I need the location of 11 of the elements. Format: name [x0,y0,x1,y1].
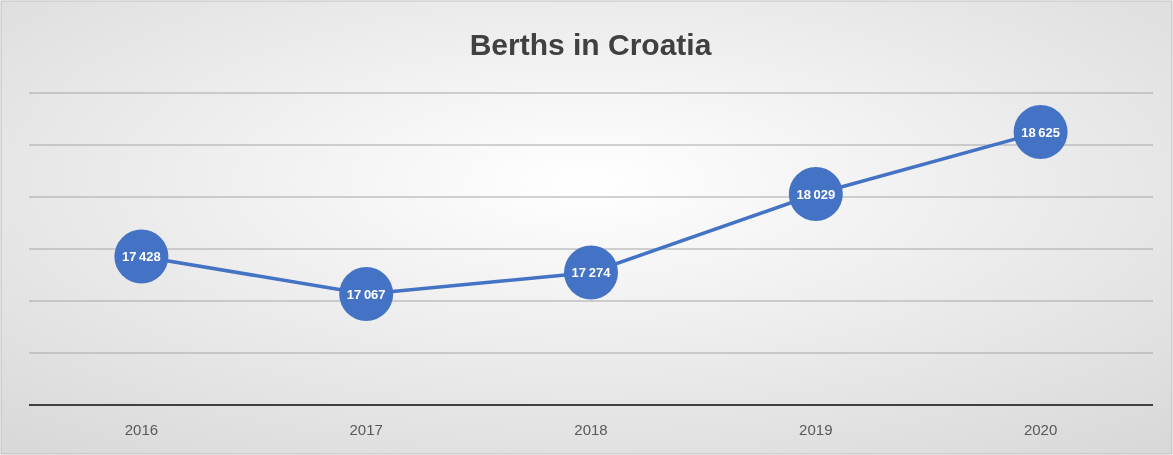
data-label: 18 625 [1021,124,1060,140]
chart-title: Berths in Croatia [469,28,712,61]
x-tick-label: 2018 [574,421,608,438]
x-tick-label: 2019 [799,421,833,438]
data-label: 18 029 [796,186,836,202]
x-tick-label: 2016 [124,421,159,438]
data-label: 17 428 [122,249,161,265]
x-tick-label: 2020 [1023,421,1058,438]
x-tick-label: 2017 [349,421,383,438]
data-label: 17 274 [571,265,612,281]
data-label: 17 067 [346,286,386,302]
